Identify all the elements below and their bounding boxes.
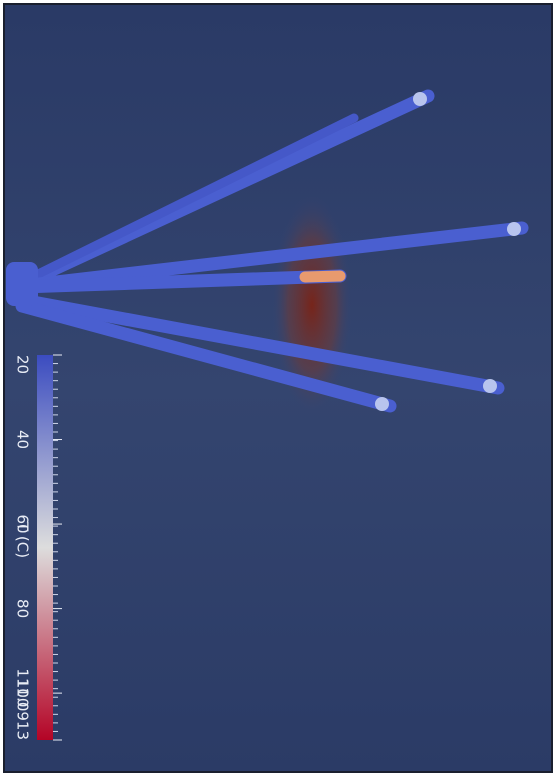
colorbar	[37, 355, 53, 740]
tick-label: 80	[14, 599, 32, 618]
visualization: T (C) 20111.0913406080100	[0, 0, 556, 776]
probe-tip	[375, 397, 389, 411]
tick-label: 100	[14, 679, 32, 708]
probe-hot-tip	[305, 276, 340, 277]
probe-tip	[507, 222, 521, 236]
probe-hub	[6, 262, 38, 306]
probe-tip	[483, 379, 497, 393]
tick-label: 40	[14, 430, 32, 449]
tick-label: 20	[14, 355, 32, 374]
tick-label: 60	[14, 515, 32, 534]
probe-tip	[413, 92, 427, 106]
